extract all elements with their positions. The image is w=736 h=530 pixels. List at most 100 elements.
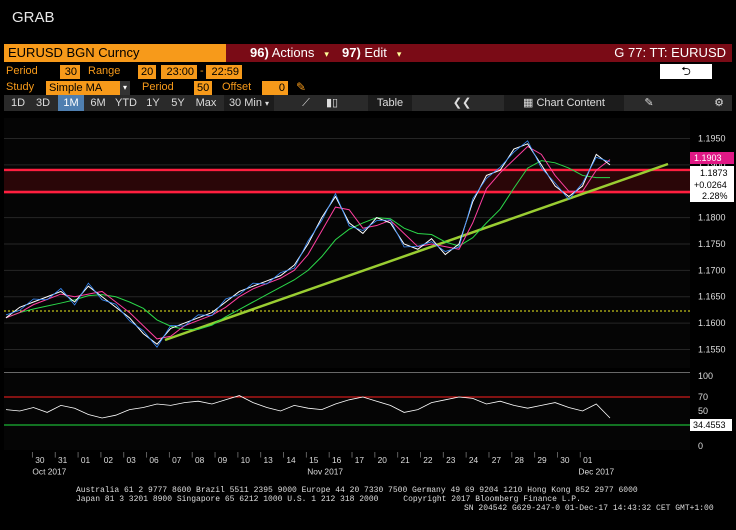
date-label: 22 [423,455,433,465]
date-label: 02 [104,455,114,465]
timeframe-1m[interactable]: 1M [58,95,84,111]
title-bar: GRAB [0,0,736,40]
price-line [5,143,611,345]
chart-content-button[interactable]: ▦ Chart Content [504,95,624,111]
range-start-day-field[interactable]: 20 [138,65,156,79]
interval-select[interactable]: 30 Min ▾ [224,95,274,111]
timeframe-1y[interactable]: 1Y [146,97,160,109]
date-label: 30 [560,455,570,465]
timeframe-3d[interactable]: 3D [35,97,51,109]
study-label: Study [6,81,35,93]
date-label: 27 [492,455,502,465]
collapse-left-icon[interactable]: ❮❮ [452,97,472,109]
rsi-value-tag [690,419,732,431]
timeframe-1d[interactable]: 1D [10,97,26,109]
actions-label: Actions [271,45,315,60]
rsi-line [5,395,611,419]
month-label-nov: Nov 2017 [307,466,343,476]
footer-copyright: Copyright 2017 Bloomberg Finance L.P. [403,495,581,504]
price-tick-label: 1.1600 [698,318,726,328]
chevron-down-icon: ▾ [265,99,270,108]
offset-field[interactable]: 0 [262,81,288,95]
edit-chart-icon[interactable]: ✎ [644,97,654,109]
table-button[interactable]: Table [368,95,412,111]
settings-icon[interactable]: ⚙ [714,97,724,109]
rsi-value-text: 34.4553 [693,420,726,430]
moving-average-short-line [5,145,611,340]
timeframe-ytd[interactable]: YTD [115,97,137,109]
date-label: 14 [286,455,296,465]
edit-menu[interactable]: 97) Edit ▾ [336,44,407,62]
rsi-tick-label: 0 [698,441,703,450]
range-separator: - [200,65,204,77]
price-tick-label: 1.1950 [698,134,726,144]
rsi-plot-bg [4,372,690,450]
channel-fill [4,172,690,194]
footer-line3: SN 204542 G629-247-0 01-Dec-17 14:43:32 … [464,504,714,513]
date-label: 24 [469,455,479,465]
date-label: 08 [195,455,205,465]
price-tick-label: 1.1700 [698,265,726,275]
date-label: 28 [515,455,525,465]
footer: Australia 61 2 9777 8600 Brazil 5511 239… [0,486,736,513]
pencil-icon[interactable]: ✎ [296,80,307,94]
range-label: Range [88,65,121,77]
rsi-tick-label: 50 [698,406,708,416]
timeframe-6m[interactable]: 6M [90,97,106,109]
period2-field[interactable]: 50 [194,81,212,95]
study-field[interactable]: Simple MA [46,81,120,95]
date-label: 21 [400,455,410,465]
edit-label: Edit [364,45,387,60]
date-label: 20 [378,455,388,465]
chevron-down-icon[interactable]: ▾ [120,81,130,95]
edit-number: 97) [342,45,361,60]
date-label: 10 [241,455,251,465]
price-tick-label: 1.1650 [698,292,726,302]
price-candles [5,140,611,348]
month-label-oct: Oct 2017 [32,466,66,476]
period-field[interactable]: 30 [60,65,80,79]
candle-chart-icon[interactable]: ▮▯ [325,97,339,109]
change-text: +0.0264 [694,180,727,190]
period2-label: Period [142,81,174,93]
date-label: 13 [263,455,273,465]
date-label: 15 [309,455,319,465]
price-chart: 1.19501.19001.18501.18001.17501.17001.16… [4,118,734,368]
window-title: GRAB [12,9,55,26]
timeframe-max[interactable]: Max [195,97,217,109]
chevron-down-icon: ▾ [324,49,329,59]
actions-menu[interactable]: 96) Actions ▾ [244,44,335,62]
date-label: 01 [81,455,91,465]
interval-label: 30 Min [228,97,262,109]
period-label: Period [6,65,38,77]
security-field[interactable]: EURUSD BGN Curncy [4,44,226,62]
range-end-field[interactable]: 22:59 [206,65,242,79]
price-tick-label: 1.1550 [698,344,726,354]
last-price-tag [690,152,734,164]
last-price-text: 1.1903 [694,153,722,163]
actions-number: 96) [250,45,269,60]
month-label-dec: Dec 2017 [578,466,614,476]
back-arrow-icon[interactable]: ⮌ [660,64,712,79]
date-label: 09 [218,455,228,465]
range-start-field[interactable]: 23:00 [161,65,197,79]
chevron-down-icon: ▾ [396,49,402,59]
footer-line1: Australia 61 2 9777 8600 Brazil 5511 239… [76,486,638,495]
chart-title: G 77: TT: EURUSD [614,45,726,60]
price-tick-label: 1.1800 [698,213,726,223]
date-label: 31 [58,455,68,465]
date-label: 17 [355,455,365,465]
date-axis: 30 31 01 02 03 06 07 08 09 10 13 14 15 16 17 20 21 22 23 24… [31,452,615,476]
line-chart-icon[interactable]: ⟋ [302,97,310,109]
timeframe-5y[interactable]: 5Y [171,97,185,109]
price-tick-label: 1.1900 [698,160,726,170]
footer-line2: Japan 81 3 3201 8900 Singapore 65 6212 1… [76,495,736,504]
price-tick-label: 1.1750 [698,239,726,249]
date-label: 29 [537,455,547,465]
change-pct-text: 2.28% [702,191,728,201]
rsi-axis: 1007050300 [698,372,713,450]
date-label: 30 [35,455,45,465]
trend-line [164,162,669,342]
price-plot-bg [4,118,690,368]
rsi-chart: 1007050300 34.4553 [4,372,732,450]
